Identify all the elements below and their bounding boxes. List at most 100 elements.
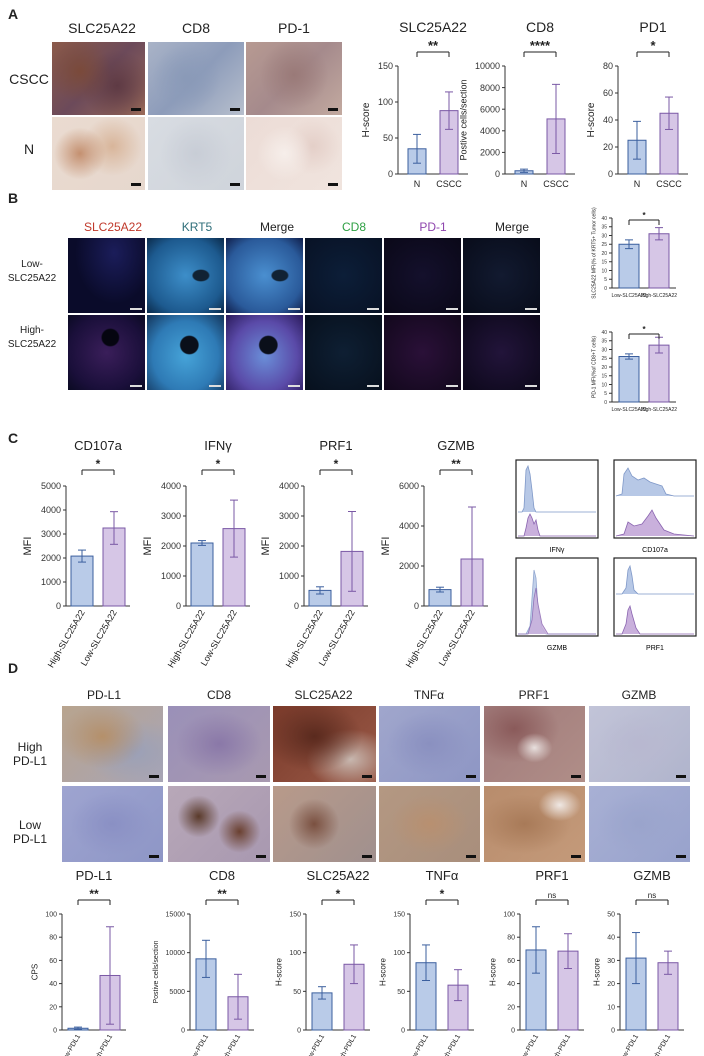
y-tick-label: 100 — [503, 911, 515, 918]
x-tick-label-0: Low-PDL1 — [188, 1033, 210, 1056]
chart-a1: SLC25A22 0 50 100 150 H-score N CSCC ** — [361, 19, 468, 189]
sig-label: * — [650, 38, 656, 53]
chart-c2: IFNγ01000200030004000MFIHigh-SLC25A22Low… — [142, 438, 250, 669]
y-tick-label: 10000 — [475, 61, 500, 71]
y-tick-label: 0 — [294, 601, 299, 611]
d-image-4-high — [484, 706, 585, 782]
d-image-5-low — [589, 786, 690, 862]
d-image-1-high — [168, 706, 270, 782]
bar-0 — [618, 243, 640, 289]
d-col-title-4: PRF1 — [518, 688, 550, 702]
bar-1 — [648, 233, 670, 289]
y-tick-label: 0 — [401, 1027, 405, 1034]
b-col-title-0: SLC25A22 — [83, 220, 143, 234]
y-tick-label: 40 — [607, 935, 615, 942]
chart-d5: PRF1 0 20 40 60 80 100 H-score Low-PDL1 High-PDL1… — [488, 868, 584, 1056]
y-tick-label: 2000 — [399, 561, 419, 571]
d-col-title-0: PD-L1 — [86, 688, 121, 702]
b-col-title-4: PD-1 — [419, 220, 447, 234]
y-tick-label: 25 — [601, 356, 607, 362]
y-tick-label: 4000 — [41, 505, 61, 515]
y-tick-label: 60 — [507, 958, 515, 965]
panel-label-d: D — [8, 660, 19, 676]
y-tick-label: 80 — [603, 61, 613, 71]
y-tick-label: 0 — [297, 1027, 301, 1034]
y-axis-label: H-score — [488, 957, 497, 986]
y-axis-label: H-score — [592, 957, 601, 986]
chart-title: PD-L1 — [76, 868, 113, 883]
d-image-0-high — [62, 706, 163, 782]
b-image-merge1-low — [226, 238, 303, 313]
y-axis-label: MFI — [142, 537, 154, 556]
y-tick-label: 35 — [601, 339, 607, 345]
y-tick-label: 1000 — [41, 577, 61, 587]
d-image-4-low — [484, 786, 585, 862]
a-image-pd1-cscc — [246, 42, 342, 115]
b-image-slc25a22-low — [68, 238, 145, 313]
d-col-title-3: TNFα — [413, 688, 445, 702]
d-image-5-high — [589, 706, 690, 782]
a-row-label-n: N — [23, 141, 35, 157]
bar-1 — [648, 344, 670, 403]
a-image-slc25a22-cscc — [52, 42, 145, 115]
flow-label-prf1: PRF1 — [646, 645, 664, 652]
x-tick-label-0: Low-SLC25A22 — [611, 407, 646, 413]
y-tick-label: 2000 — [41, 553, 61, 563]
y-tick-label: 50 — [607, 911, 615, 918]
y-tick-label: 3000 — [161, 511, 181, 521]
chart-d2: CD8 0 5000 10000 15000 Postive cells/section L… — [153, 868, 254, 1056]
y-tick-label: 0 — [511, 1027, 515, 1034]
y-axis-label: Postive cells/section — [458, 79, 468, 160]
y-tick-label: 15000 — [166, 911, 186, 918]
x-tick-label-0: Low-PDL1 — [408, 1033, 430, 1056]
chart-title: CD8 — [526, 19, 554, 35]
a-col-title-slc25a22: SLC25A22 — [68, 20, 136, 36]
chart-title: IFNγ — [204, 438, 232, 453]
y-tick-label: 80 — [507, 935, 515, 942]
d-image-2-low — [273, 786, 376, 862]
bar-0 — [618, 356, 640, 403]
chart-c1: CD107a010002000300040005000MFIHigh-SLC25… — [22, 438, 130, 669]
y-tick-label: 20 — [49, 1004, 57, 1011]
bar-0 — [70, 555, 94, 607]
y-tick-label: 30 — [607, 958, 615, 965]
b-image-merge2-high — [463, 315, 540, 390]
panel-c-flow-histograms: IFNγ CD107a GZMB PRF1 — [515, 459, 697, 652]
b-col-title-3: CD8 — [341, 220, 366, 234]
y-tick-label: 30 — [601, 233, 607, 239]
d-row-label-low: Low PD-L1 — [12, 818, 47, 846]
y-tick-label: 5000 — [41, 481, 61, 491]
bar-0 — [190, 542, 214, 607]
x-tick-label-0: Low-SLC25A22 — [611, 293, 646, 299]
sig-label: ** — [428, 38, 439, 53]
y-tick-label: 60 — [603, 88, 613, 98]
x-tick-label-1: High-PDL1 — [549, 1033, 572, 1056]
d-col-title-1: CD8 — [206, 688, 231, 702]
x-tick-label-1: CSCC — [543, 179, 569, 189]
chart-b2: 0 5 10 15 20 25 30 35 40 PD-1 MFI(%of CD8+T cells… — [591, 325, 677, 413]
x-tick-label-0: N — [414, 179, 421, 189]
x-tick-label-1: High-PDL1 — [91, 1033, 114, 1056]
y-tick-label: 0 — [56, 601, 61, 611]
b-image-cd8-high — [305, 315, 382, 390]
y-tick-label: 4000 — [279, 481, 299, 491]
x-tick-label-1: CSCC — [656, 179, 682, 189]
y-tick-label: 20 — [601, 365, 607, 371]
b-image-merge2-low — [463, 238, 540, 313]
y-tick-label: 6000 — [399, 481, 419, 491]
flow-label-cd107a: CD107a — [642, 547, 668, 554]
y-axis-label: H-score — [378, 957, 387, 986]
y-tick-label: 50 — [383, 133, 393, 143]
y-tick-label: 3000 — [279, 511, 299, 521]
y-tick-label: 80 — [49, 935, 57, 942]
y-tick-label: 25 — [601, 242, 607, 248]
y-tick-label: 6000 — [480, 104, 500, 114]
y-tick-label: 40 — [507, 981, 515, 988]
flow-label-ifng: IFNγ — [550, 547, 565, 554]
d-image-3-high — [379, 706, 480, 782]
d-col-title-2: SLC25A22 — [294, 688, 353, 702]
chart-d4: TNFα 0 50 100 150 H-score Low-PDL1 High-PDL1 * — [378, 868, 474, 1056]
sig-label: ** — [451, 457, 461, 471]
panel-label-b: B — [8, 190, 19, 206]
b-row-label-low: Low- SLC25A22 — [7, 259, 57, 284]
